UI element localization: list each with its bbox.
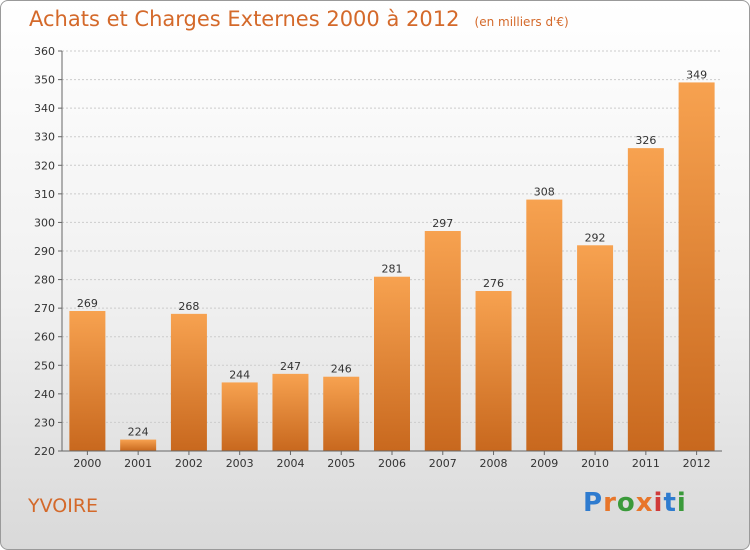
x-tick-label: 2001 <box>124 457 152 470</box>
bar <box>272 373 309 451</box>
x-tick-label: 2004 <box>276 457 304 470</box>
bar <box>374 276 410 451</box>
data-label: 326 <box>635 134 656 147</box>
data-labels: 269 224 268 244 247 246 281 297 276 308 292 326 349 <box>77 68 707 438</box>
x-tick-label: 2003 <box>226 457 254 470</box>
y-tick-label: 280 <box>34 274 55 287</box>
bar <box>577 245 614 451</box>
data-label: 308 <box>534 186 555 199</box>
x-tick-label: 2010 <box>581 457 609 470</box>
x-tick-label: 2008 <box>480 457 508 470</box>
x-tick-label: 2007 <box>429 457 457 470</box>
bars <box>69 82 715 451</box>
y-tick-label: 320 <box>34 159 55 172</box>
bar <box>475 291 512 451</box>
title-block: Achats et Charges Externes 2000 à 2012 (… <box>29 7 569 31</box>
y-tick-label: 300 <box>34 216 55 229</box>
logo-letter: t <box>663 488 677 518</box>
bar <box>170 313 207 451</box>
x-tick-label: 2011 <box>632 457 660 470</box>
bar <box>424 231 461 451</box>
proxiti-logo: Proxiti <box>583 488 687 518</box>
y-tick-label: 330 <box>34 131 55 144</box>
bar <box>221 382 258 451</box>
data-label: 276 <box>483 277 504 290</box>
logo-letter: o <box>616 488 636 518</box>
bar <box>526 199 563 451</box>
bar <box>69 311 106 451</box>
data-label: 224 <box>128 426 149 439</box>
place-name: YVOIRE <box>28 495 99 517</box>
y-tick-label: 250 <box>34 359 55 372</box>
y-tick-label: 310 <box>34 188 55 201</box>
x-tick-label: 2009 <box>530 457 558 470</box>
y-tick-label: 340 <box>34 102 55 115</box>
bar <box>678 82 715 451</box>
data-label: 349 <box>686 68 707 81</box>
logo-letter: r <box>603 488 617 518</box>
x-tick-label: 2005 <box>327 457 355 470</box>
logo-letter: i <box>676 488 687 518</box>
bar <box>323 376 360 451</box>
data-label: 292 <box>585 231 606 244</box>
logo-letter: x <box>635 488 654 518</box>
y-tick-label: 360 <box>34 45 55 58</box>
x-tick-label: 2000 <box>73 457 101 470</box>
chart-title: Achats et Charges Externes 2000 à 2012 <box>29 7 460 31</box>
x-tick-label: 2006 <box>378 457 406 470</box>
bar <box>120 439 157 451</box>
data-label: 281 <box>382 263 403 276</box>
data-label: 268 <box>178 300 199 313</box>
y-tick-label: 260 <box>34 331 55 344</box>
y-tick-label: 230 <box>34 416 55 429</box>
chart-subtitle: (en milliers d'€) <box>474 15 569 29</box>
y-tick-label: 290 <box>34 245 55 258</box>
data-label: 246 <box>331 363 352 376</box>
y-tick-label: 220 <box>34 445 55 458</box>
x-tick-label: 2012 <box>683 457 711 470</box>
y-tick-label: 270 <box>34 302 55 315</box>
data-label: 244 <box>229 368 250 381</box>
y-tick-label: 350 <box>34 74 55 87</box>
data-label: 269 <box>77 297 98 310</box>
data-label: 247 <box>280 360 301 373</box>
logo-letter: P <box>583 488 604 518</box>
logo-letter: i <box>653 488 664 518</box>
axes: 220 230 240 250 260 270 280 290 300 310 320 330 340 3… <box>34 45 722 470</box>
bar <box>627 148 664 451</box>
y-tick-label: 240 <box>34 388 55 401</box>
data-label: 297 <box>432 217 453 230</box>
x-tick-label: 2002 <box>175 457 203 470</box>
